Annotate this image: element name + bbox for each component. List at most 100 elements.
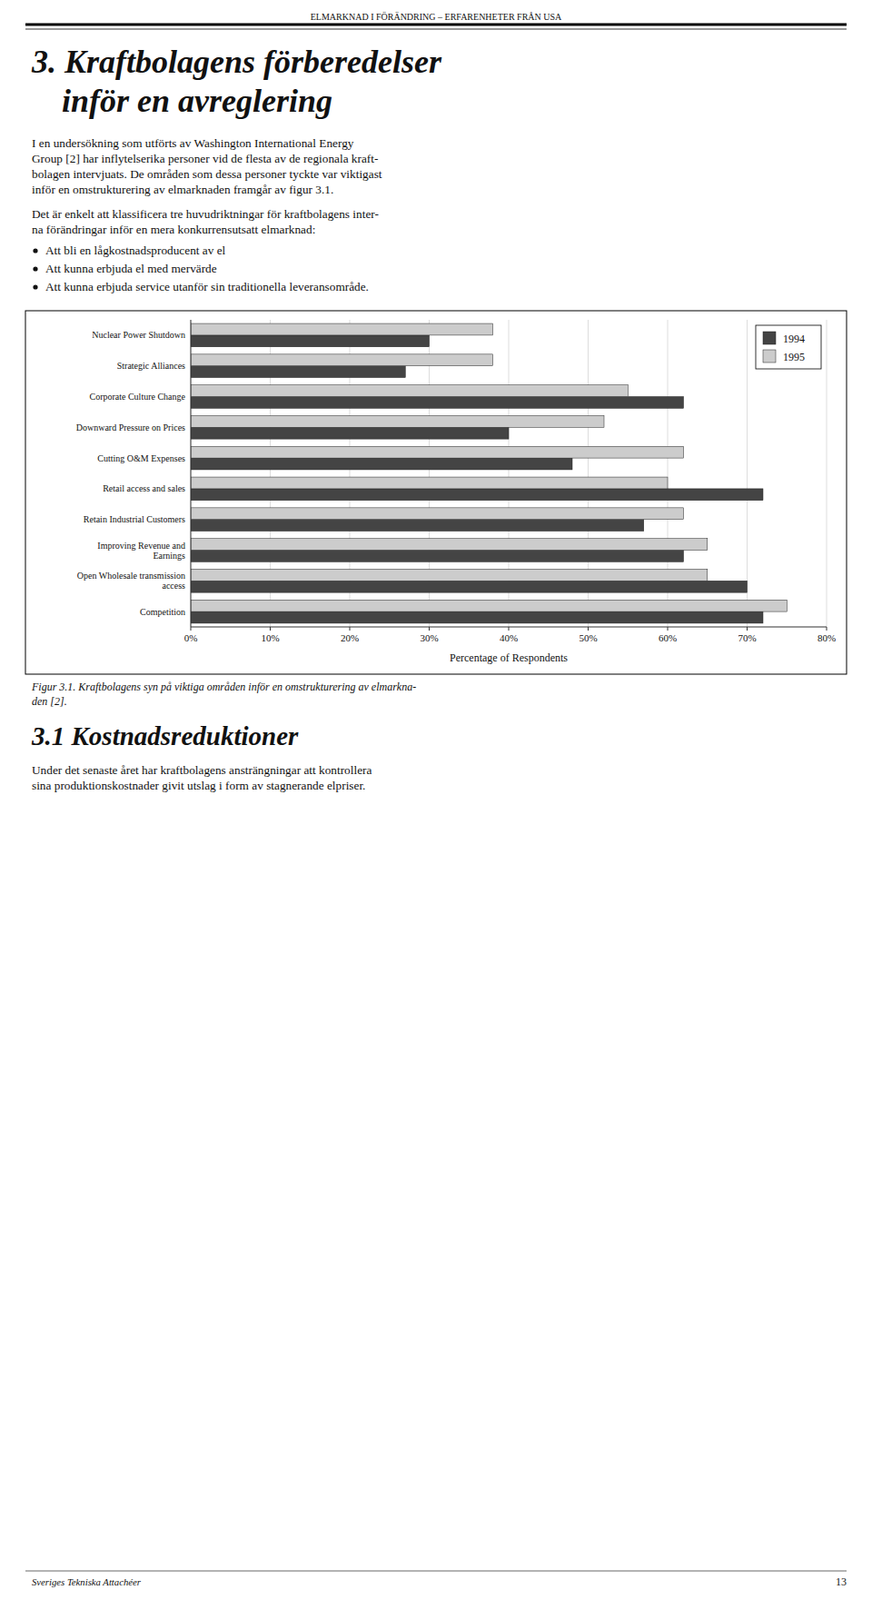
chapter-title: inför en avreglering xyxy=(61,82,333,119)
bar xyxy=(190,457,573,470)
bar xyxy=(190,507,684,520)
header: ELMARKNAD I FÖRÄNDRING – ERFARENHETER FR… xyxy=(310,11,563,22)
x-tick xyxy=(428,626,430,631)
x-tick xyxy=(826,626,828,631)
bar xyxy=(190,335,430,347)
x-tick xyxy=(746,626,748,631)
x-tick-label: 10% xyxy=(260,632,279,644)
x-tick-label: 30% xyxy=(419,632,438,644)
bar xyxy=(190,385,628,397)
chart: 0% 10% 20% 30% 40% 50% 60% 70% 80% Percentage of … xyxy=(76,319,836,664)
x-tick-label: 80% xyxy=(817,632,836,644)
paragraph-line: Det är enkelt att klassificera tre huvud… xyxy=(31,207,379,221)
x-axis-label: Percentage of Respondents xyxy=(449,651,568,664)
paragraph-line: inför en omstrukturering av elmarknaden … xyxy=(31,182,334,197)
y-tick-label-line: Nuclear Power Shutdown xyxy=(91,329,186,340)
y-tick-label: Downward Pressure on Prices xyxy=(76,422,186,433)
bar xyxy=(190,415,605,427)
header-rule xyxy=(25,29,847,30)
y-tick-label: Retain Industrial Customers xyxy=(83,514,186,525)
x-tick-label: 0% xyxy=(184,632,199,644)
x-tick-label: 40% xyxy=(499,632,518,644)
paragraph-line: I en undersökning som utförts av Washing… xyxy=(31,136,355,150)
bar xyxy=(190,611,763,624)
y-tick-label: Competition xyxy=(139,606,186,617)
y-tick-label-line: access xyxy=(161,580,186,591)
y-tick-label: Retail access and sales xyxy=(102,483,186,494)
legend-frame xyxy=(755,325,822,369)
y-tick-label-line: Earnings xyxy=(152,550,186,561)
bar xyxy=(190,568,708,581)
x-tick-label: 50% xyxy=(578,632,597,644)
figure-caption: den [2]. xyxy=(31,694,68,708)
y-tick-label-line: Improving Revenue and xyxy=(97,540,186,551)
bar xyxy=(190,354,494,367)
figure-frame xyxy=(25,310,847,674)
header-rule xyxy=(25,23,847,27)
bar xyxy=(190,599,787,612)
y-tick-label-line: Downward Pressure on Prices xyxy=(76,422,186,433)
y-tick-label-line: Competition xyxy=(139,606,186,617)
bar xyxy=(190,550,684,563)
x-tick xyxy=(349,626,351,631)
x-tick-label: 70% xyxy=(737,632,756,644)
legend-swatch xyxy=(763,331,776,345)
bar xyxy=(190,476,668,489)
x-tick xyxy=(667,626,669,631)
x-tick xyxy=(190,626,192,631)
x-tick-label: 20% xyxy=(340,632,359,644)
y-tick-label: Corporate Culture Change xyxy=(89,391,186,402)
bar xyxy=(190,445,684,458)
y-tick-label-line: Corporate Culture Change xyxy=(89,391,186,402)
y-tick-label: Improving Revenue andEarnings xyxy=(97,540,186,561)
bar xyxy=(190,519,645,532)
bar xyxy=(190,366,406,378)
x-tick xyxy=(508,626,510,631)
bullet-text: Att kunna erbjuda service utanför sin tr… xyxy=(45,279,369,294)
bullet-dot xyxy=(32,266,38,271)
section-title: 3.1 Kostnadsreduktioner xyxy=(30,721,299,751)
bar xyxy=(190,580,748,593)
bar xyxy=(190,488,763,501)
bullet-text: Att bli en lågkostnadsproducent av el xyxy=(45,243,227,258)
y-axis-line xyxy=(190,319,192,627)
bar xyxy=(190,538,708,551)
bar xyxy=(190,396,684,409)
page-background xyxy=(0,0,872,1600)
y-tick-label-line: Open Wholesale transmission xyxy=(77,570,186,581)
legend-label: 1995 xyxy=(782,350,805,364)
grid-line xyxy=(826,319,828,627)
paragraph-line: Group [2] har inflytelserika personer vi… xyxy=(31,151,378,166)
chapter-title: 3. Kraftbolagens förberedelser xyxy=(30,43,443,80)
paragraph-line: na förändringar inför en mera konkurrens… xyxy=(31,222,316,237)
bar xyxy=(190,426,509,439)
paragraph-line: sina produktionskostnader givit utslag i… xyxy=(31,778,366,793)
grid-line xyxy=(190,319,192,627)
paragraph-line: Under det senaste året har kraftbolagens… xyxy=(31,763,372,777)
x-tick xyxy=(587,626,589,631)
page: ELMARKNAD I FÖRÄNDRING – ERFARENHETER FR… xyxy=(0,0,872,1600)
y-tick-label-line: Cutting O&M Expenses xyxy=(97,453,186,464)
bullet-dot xyxy=(32,284,38,289)
y-tick-label-line: Retain Industrial Customers xyxy=(83,514,186,525)
footer-left: Sveriges Tekniska Attachéer xyxy=(31,1575,142,1587)
legend: 1994 1995 xyxy=(755,325,822,369)
y-tick-label-line: Strategic Alliances xyxy=(117,360,186,371)
legend-label: 1994 xyxy=(782,332,805,346)
page-number: 13 xyxy=(835,1575,847,1588)
y-tick-label-line: Retail access and sales xyxy=(102,483,186,494)
x-axis-line xyxy=(190,626,827,628)
footer-rule xyxy=(25,1570,847,1572)
bullet-text: Att kunna erbjuda el med mervärde xyxy=(45,261,218,276)
x-tick-label: 60% xyxy=(658,632,677,644)
y-tick-label: Open Wholesale transmissionaccess xyxy=(77,570,186,591)
bar xyxy=(190,323,494,336)
bullet-dot xyxy=(32,247,38,253)
figure-caption: Figur 3.1. Kraftbolagens syn på viktiga … xyxy=(30,680,417,694)
y-tick-label: Nuclear Power Shutdown xyxy=(91,329,186,340)
bars xyxy=(190,323,787,624)
y-tick-label: Cutting O&M Expenses xyxy=(97,453,186,464)
y-tick-label: Strategic Alliances xyxy=(117,360,186,371)
paragraph-line: bolagen intervjuats. De områden som dess… xyxy=(31,167,383,181)
legend-swatch xyxy=(763,349,776,363)
